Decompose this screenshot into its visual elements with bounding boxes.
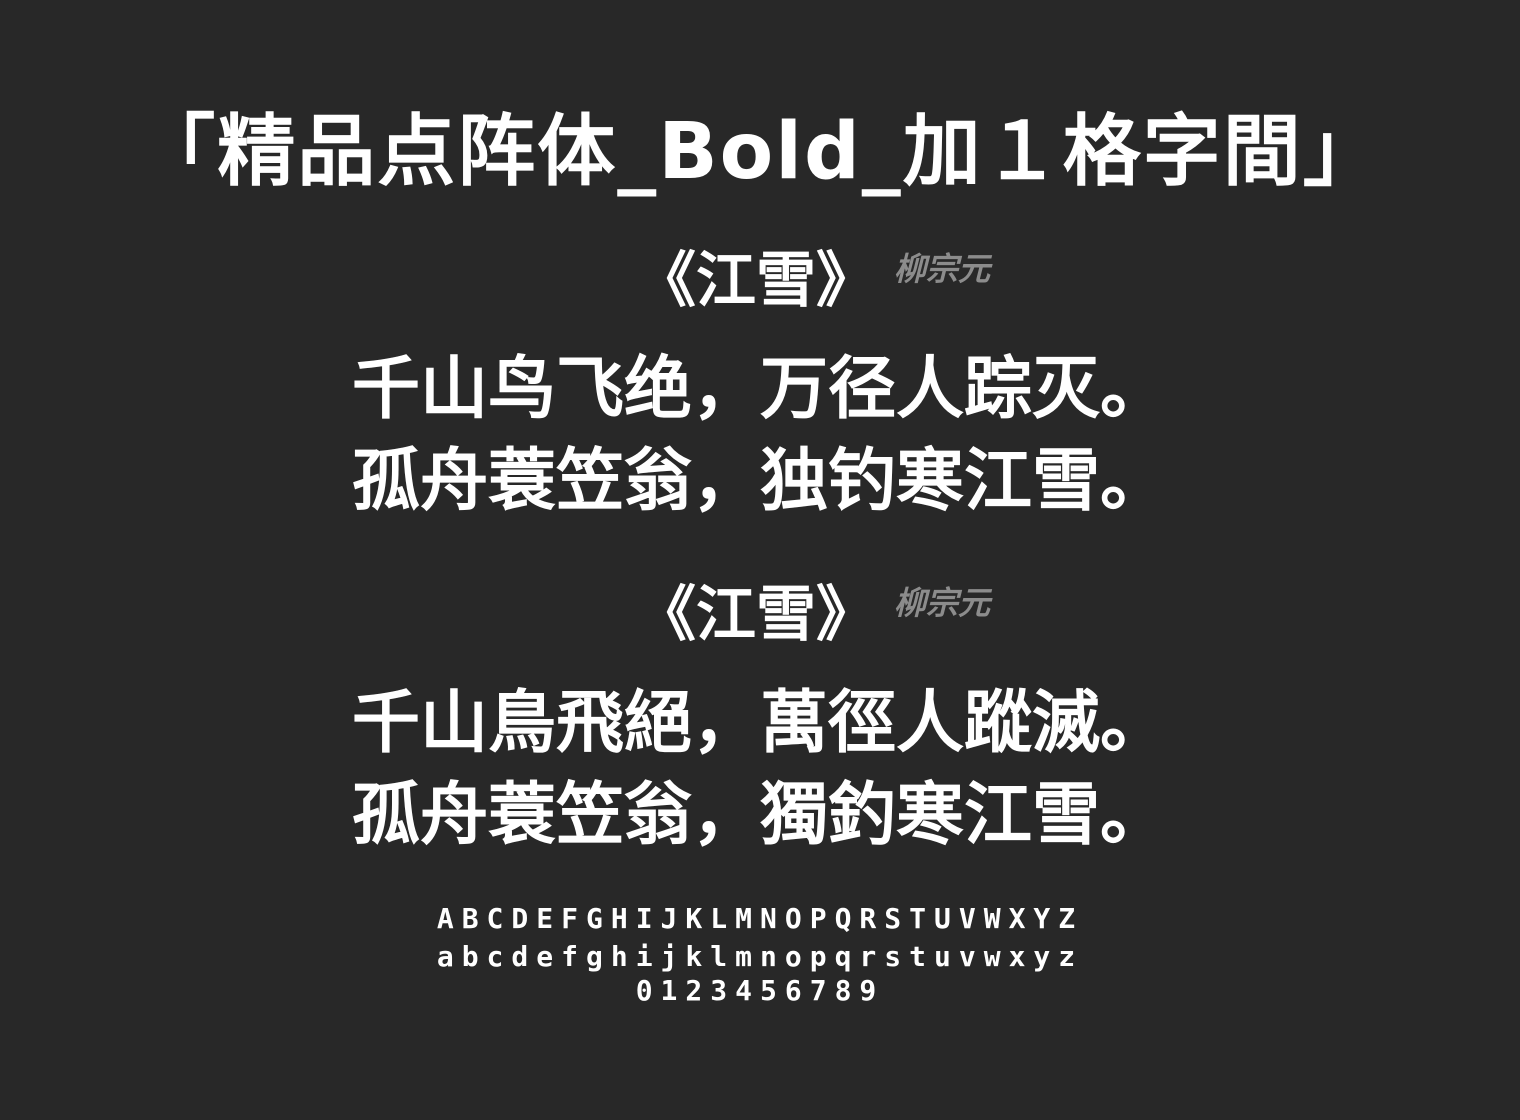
uppercase-alphabet: ABCDEFGHIJKLMNOPQRSTUVWXYZ	[436, 902, 1084, 935]
poem-title-row: 《江雪》 柳宗元	[636, 246, 990, 316]
poem-author: 柳宗元	[894, 584, 991, 622]
digits-row: 0123456789	[635, 974, 885, 1007]
poem-line-1: 千山鸟飞绝，万径人踪灭。	[351, 350, 1168, 429]
poem-line-2: 孤舟蓑笠翁，独钓寒江雪。	[351, 442, 1168, 521]
poem-author: 柳宗元	[894, 250, 991, 288]
lowercase-alphabet: abcdefghijklmnopqrstuvwxyz	[436, 940, 1084, 973]
poem-line-2: 孤舟蓑笠翁，獨釣寒江雪。	[351, 776, 1168, 855]
poem-title: 《江雪》	[636, 246, 876, 316]
poem-title-row: 《江雪》 柳宗元	[636, 580, 990, 650]
poem-title: 《江雪》	[636, 580, 876, 650]
poem-line-1: 千山鳥飛絕，萬徑人蹤滅。	[351, 684, 1168, 763]
font-name-title: 「精品点阵体_Bold_加１格字間」	[137, 107, 1383, 197]
